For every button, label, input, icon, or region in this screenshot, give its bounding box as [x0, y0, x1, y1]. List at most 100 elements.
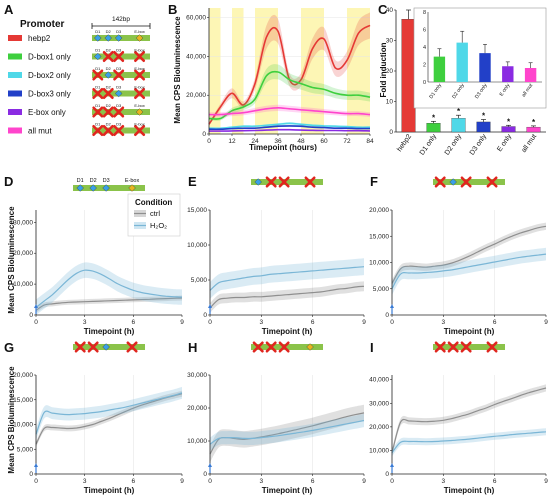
xtick-label: 6	[132, 478, 136, 485]
xlabel: Timepoint (h)	[444, 486, 495, 495]
panel-label-a: A	[4, 2, 14, 17]
mutation-x-icon	[434, 341, 446, 353]
d-box-site-icon	[94, 34, 102, 42]
d-box-site-icon	[104, 34, 112, 42]
b-series-line	[208, 122, 371, 130]
panel-h: 0 3 6 9 0 10,000 20,000 30,000 Timepoint (h)	[187, 341, 366, 495]
mutation-x-icon	[434, 176, 446, 188]
promoter-construct	[92, 88, 150, 99]
mutation-x-icon	[278, 341, 290, 353]
site-label: D2	[106, 85, 112, 90]
ytick-label: 5,000	[191, 277, 208, 284]
mutation-x-icon	[92, 88, 104, 99]
series-band-h2o2	[36, 262, 182, 315]
mutation-x-icon	[486, 176, 498, 188]
panel-label-f: F	[370, 174, 378, 189]
xtick-label: 3	[83, 478, 87, 485]
promoter-construct	[92, 125, 150, 136]
xtick-label: 6	[493, 319, 497, 326]
series-line-ctrl	[209, 285, 365, 309]
c-category-label: D1 only	[419, 133, 439, 157]
promoter-swatch	[8, 109, 22, 115]
mutation-x-icon	[278, 176, 290, 188]
ytick-label: 15,000	[369, 233, 389, 240]
c-ytick-label: 40	[386, 7, 394, 14]
site-label: D2	[106, 66, 112, 71]
treatment-arrow-head-icon	[34, 304, 38, 308]
d-legend-title: Condition	[135, 198, 172, 207]
panel-h-construct	[251, 341, 323, 353]
mutation-x-icon	[113, 106, 125, 118]
site-label: D1	[95, 103, 101, 108]
series-line-h2o2	[391, 253, 547, 290]
xtick-label: 3	[83, 319, 87, 326]
panel-e: 0 3 6 9 0 5,000 10,000 15,000 Timepoint (h)	[187, 176, 366, 336]
c-significance-star: *	[507, 117, 511, 126]
promoter-row-label: D-box1 only	[28, 53, 71, 62]
d-box-site-icon	[94, 52, 102, 61]
site-label: D3	[116, 103, 122, 108]
d-site-label: D2	[90, 178, 97, 184]
site-label: E-box	[134, 66, 144, 71]
panel-label-g: G	[4, 340, 14, 355]
xlabel: Timepoint (h)	[84, 486, 135, 495]
b-series-band	[209, 104, 370, 117]
mutation-x-icon	[102, 125, 114, 136]
site-label: D3	[116, 48, 122, 53]
c-category-label: D3 only	[469, 133, 489, 157]
mutation-x-icon	[265, 176, 277, 188]
c-inset-ytick-label: 2	[423, 63, 426, 69]
promoter-bar	[251, 344, 323, 350]
promoter-construct	[92, 69, 150, 81]
promoter-bar	[433, 179, 505, 185]
site-label: D2	[106, 48, 112, 53]
c-category-label: hebp2	[396, 133, 413, 153]
b-series-band	[209, 64, 370, 121]
site-label: E-box	[134, 103, 144, 108]
xtick-label: 0	[208, 319, 212, 326]
series-band-h2o2	[210, 258, 364, 299]
e-box-site-icon	[135, 34, 144, 42]
ytick-label: 30,000	[13, 219, 33, 226]
e-box-site-icon	[306, 343, 314, 351]
promoter-bar	[92, 109, 150, 115]
treatment-arrow-head-icon	[208, 304, 212, 308]
b-series-line	[208, 70, 371, 120]
promoter-bar	[92, 53, 150, 60]
series-line-h2o2	[209, 419, 365, 445]
e-box-site-icon	[135, 108, 144, 116]
site-label: E-box	[134, 85, 144, 90]
xlabel: Timepoint (h)	[262, 486, 313, 495]
panel-f-construct	[433, 176, 505, 188]
promoter-bar	[92, 127, 150, 134]
series-band-ctrl	[392, 384, 546, 457]
xtick-label: 3	[442, 319, 446, 326]
panel-label-d: D	[4, 174, 13, 189]
ytick-label: 10,000	[369, 447, 389, 454]
site-label: D3	[116, 66, 122, 71]
b-series-line	[208, 125, 370, 131]
light-period-box	[232, 8, 244, 134]
e-box-site-icon	[128, 184, 136, 192]
ytick-label: 20,000	[369, 424, 389, 431]
series-line-h2o2	[209, 266, 365, 291]
mutation-x-icon	[87, 341, 99, 353]
mutation-x-icon	[102, 106, 114, 118]
promoter-title: Promoter	[20, 19, 65, 30]
xtick-label: 0	[390, 319, 394, 326]
xlabel: Timepoint (h)	[444, 327, 495, 336]
d-box-site-icon	[89, 184, 97, 192]
xtick-label: 0	[208, 478, 212, 485]
ytick-label: 0	[203, 312, 207, 319]
panel-label-b: B	[168, 2, 177, 17]
mutation-x-icon	[126, 341, 138, 353]
panel-a: A Promoter 142bp hebp2 D1 D2 D3 E-box D-box1 …	[4, 2, 151, 136]
b-series-line	[208, 106, 371, 116]
site-label: D1	[95, 85, 101, 90]
c-category-label: D2 only	[444, 133, 464, 157]
promoter-construct	[92, 34, 150, 42]
small-panels: D1 D2 D3 E-box 0 3 6 9 0 10,000 20,000 30,000 Timepo…	[13, 176, 548, 495]
light-period-box	[347, 8, 370, 134]
